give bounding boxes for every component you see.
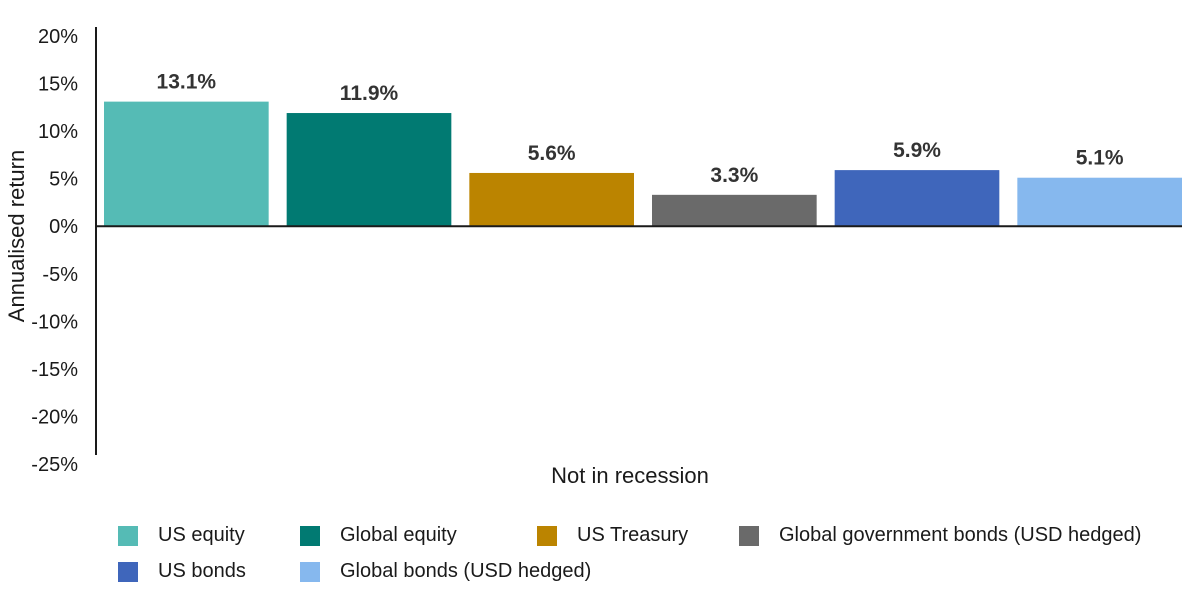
y-tick-label: -15% bbox=[31, 359, 78, 381]
y-tick-label: 0% bbox=[49, 216, 78, 238]
bar-global-equity bbox=[286, 113, 452, 227]
y-tick-label: 5% bbox=[49, 169, 78, 191]
y-tick-label: -20% bbox=[31, 406, 78, 428]
bar-us-treasury bbox=[469, 172, 634, 227]
data-label: 5.1% bbox=[1076, 147, 1124, 170]
legend-item: Global equity bbox=[300, 524, 457, 547]
legend-label: US bonds bbox=[158, 560, 246, 582]
legend-swatch bbox=[537, 525, 557, 546]
y-axis-ticks: 20% 15% 10% 5% 0% -5% -10% -15% -20% -25% bbox=[31, 26, 78, 476]
legend-label: Global equity bbox=[340, 524, 457, 546]
bar-global-bonds-usd-hedged bbox=[1017, 177, 1182, 227]
bar-us-equity bbox=[104, 101, 269, 227]
data-label: 5.6% bbox=[528, 142, 576, 165]
legend-item: US bonds bbox=[118, 560, 246, 583]
data-label: 11.9% bbox=[340, 82, 399, 105]
y-axis-title: Annualised return bbox=[4, 150, 29, 322]
legend-item: US Treasury bbox=[537, 524, 688, 547]
x-axis-title: Not in recession bbox=[551, 463, 709, 488]
bars bbox=[104, 101, 1182, 227]
y-tick-label: -5% bbox=[42, 264, 78, 286]
legend-swatch bbox=[739, 525, 759, 546]
legend-item: Global bonds (USD hedged) bbox=[300, 560, 591, 583]
bar-global-government-bonds-usd-hedged bbox=[652, 194, 817, 227]
y-tick-label: -10% bbox=[31, 311, 78, 333]
legend-label: Global government bonds (USD hedged) bbox=[779, 524, 1142, 546]
legend-item: US equity bbox=[118, 524, 245, 547]
legend-swatch bbox=[300, 525, 320, 546]
legend-label: US equity bbox=[158, 524, 245, 546]
legend-swatch bbox=[300, 561, 320, 582]
data-labels: 13.1% 11.9% 5.6% 3.3% 5.9% 5.1% bbox=[157, 71, 1124, 187]
bar-us-bonds bbox=[834, 170, 1000, 227]
data-label: 13.1% bbox=[157, 71, 217, 94]
legend-swatch bbox=[118, 561, 138, 582]
data-label: 3.3% bbox=[710, 164, 758, 187]
legend-item: Global government bonds (USD hedged) bbox=[739, 524, 1141, 547]
y-tick-label: -25% bbox=[31, 454, 78, 476]
legend-swatch bbox=[118, 525, 138, 546]
y-tick-label: 15% bbox=[38, 74, 78, 96]
y-tick-label: 20% bbox=[38, 26, 78, 48]
y-tick-label: 10% bbox=[38, 121, 78, 143]
legend-label: US Treasury bbox=[577, 524, 689, 546]
legend-label: Global bonds (USD hedged) bbox=[340, 560, 592, 582]
data-label: 5.9% bbox=[893, 139, 941, 162]
